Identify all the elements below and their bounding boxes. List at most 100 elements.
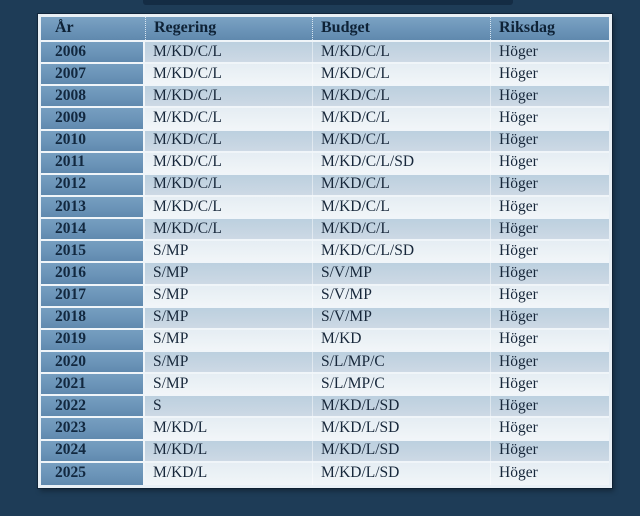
year-cell: 2006 [41,42,145,65]
regering-cell: S/MP [145,329,312,352]
riksdag-cell: Höger [490,263,609,286]
regering-cell: M/KD/C/L [145,219,312,242]
regering-cell: S/MP [145,241,312,264]
table-row: 2014 M/KD/C/L M/KD/C/L Höger [41,219,609,242]
riksdag-cell: Höger [490,418,609,441]
table-row: 2019 S/MP M/KD Höger [41,329,609,352]
riksdag-cell: Höger [490,351,609,375]
riksdag-cell: Höger [490,329,609,352]
regering-cell: M/KD/L [145,418,312,441]
table-row: 2011 M/KD/C/L M/KD/C/L/SD Höger [41,152,609,175]
header-row: År Regering Budget Riksdag [41,17,609,42]
year-cell: 2008 [41,86,145,109]
year-cell: 2022 [41,396,145,419]
year-cell: 2019 [41,329,145,352]
year-cell: 2020 [41,351,145,375]
budget-cell: M/KD/C/L [312,130,490,153]
riksdag-cell: Höger [490,86,609,109]
budget-cell: M/KD/L/SD [312,440,490,463]
budget-cell: M/KD/L/SD [312,418,490,441]
riksdag-cell: Höger [490,152,609,175]
table-row: 2025 M/KD/L M/KD/L/SD Höger [41,462,609,485]
budget-cell: S/L/MP/C [312,351,490,375]
year-cell: 2018 [41,307,145,330]
regering-cell: M/KD/C/L [145,86,312,109]
table-row: 2006 M/KD/C/L M/KD/C/L Höger [41,42,609,65]
column-header-budget: Budget [312,17,490,42]
government-budget-table: År Regering Budget Riksdag 2006 M/KD/C/L M… [37,13,613,489]
budget-cell: M/KD/L/SD [312,462,490,485]
table-row: 2009 M/KD/C/L M/KD/C/L Höger [41,108,609,131]
regering-cell: S/MP [145,285,312,308]
table-row: 2023 M/KD/L M/KD/L/SD Höger [41,418,609,441]
riksdag-cell: Höger [490,462,609,485]
budget-cell: S/V/MP [312,285,490,308]
table-body: 2006 M/KD/C/L M/KD/C/L Höger 2007 M/KD/C/L M/K… [41,42,609,485]
budget-cell: M/KD/C/L [312,86,490,109]
riksdag-cell: Höger [490,196,609,220]
budget-cell: M/KD/C/L [312,219,490,242]
riksdag-cell: Höger [490,241,609,264]
year-cell: 2010 [41,130,145,153]
budget-cell: M/KD/C/L/SD [312,241,490,264]
column-header-year: År [41,17,145,42]
riksdag-cell: Höger [490,374,609,397]
table-row: 2008 M/KD/C/L M/KD/C/L Höger [41,86,609,109]
year-cell: 2013 [41,196,145,220]
riksdag-cell: Höger [490,307,609,330]
year-cell: 2012 [41,174,145,197]
column-header-regering: Regering [145,17,312,42]
top-accent-band [143,0,513,5]
table-row: 2007 M/KD/C/L M/KD/C/L Höger [41,64,609,87]
table-row: 2022 S M/KD/L/SD Höger [41,396,609,419]
year-cell: 2017 [41,285,145,308]
regering-cell: M/KD/C/L [145,130,312,153]
column-header-riksdag: Riksdag [490,17,609,42]
riksdag-cell: Höger [490,174,609,197]
year-cell: 2021 [41,374,145,397]
year-cell: 2014 [41,219,145,242]
year-cell: 2015 [41,241,145,264]
budget-cell: S/V/MP [312,307,490,330]
year-cell: 2024 [41,440,145,463]
regering-cell: M/KD/C/L [145,64,312,87]
regering-cell: S/MP [145,351,312,375]
year-cell: 2011 [41,152,145,175]
table-row: 2013 M/KD/C/L M/KD/C/L Höger [41,196,609,220]
budget-cell: M/KD/C/L [312,196,490,220]
budget-cell: M/KD/C/L [312,174,490,197]
riksdag-cell: Höger [490,396,609,419]
budget-cell: M/KD/C/L [312,64,490,87]
riksdag-cell: Höger [490,219,609,242]
riksdag-cell: Höger [490,42,609,65]
year-cell: 2025 [41,462,145,485]
budget-cell: S/V/MP [312,263,490,286]
year-cell: 2009 [41,108,145,131]
table-row: 2018 S/MP S/V/MP Höger [41,307,609,330]
regering-cell: S/MP [145,263,312,286]
budget-cell: M/KD/C/L [312,108,490,131]
budget-cell: S/L/MP/C [312,374,490,397]
table-row: 2021 S/MP S/L/MP/C Höger [41,374,609,397]
regering-cell: S/MP [145,374,312,397]
year-cell: 2007 [41,64,145,87]
table-row: 2010 M/KD/C/L M/KD/C/L Höger [41,130,609,153]
regering-cell: S/MP [145,307,312,330]
table-row: 2020 S/MP S/L/MP/C Höger [41,351,609,375]
regering-cell: S [145,396,312,419]
table-row: 2016 S/MP S/V/MP Höger [41,263,609,286]
regering-cell: M/KD/C/L [145,152,312,175]
budget-cell: M/KD/L/SD [312,396,490,419]
budget-cell: M/KD/C/L [312,42,490,65]
budget-cell: M/KD [312,329,490,352]
riksdag-cell: Höger [490,285,609,308]
riksdag-cell: Höger [490,64,609,87]
budget-cell: M/KD/C/L/SD [312,152,490,175]
regering-cell: M/KD/L [145,462,312,485]
regering-cell: M/KD/C/L [145,174,312,197]
regering-cell: M/KD/L [145,440,312,463]
table-row: 2015 S/MP M/KD/C/L/SD Höger [41,241,609,264]
year-cell: 2016 [41,263,145,286]
regering-cell: M/KD/C/L [145,108,312,131]
table-row: 2017 S/MP S/V/MP Höger [41,285,609,308]
